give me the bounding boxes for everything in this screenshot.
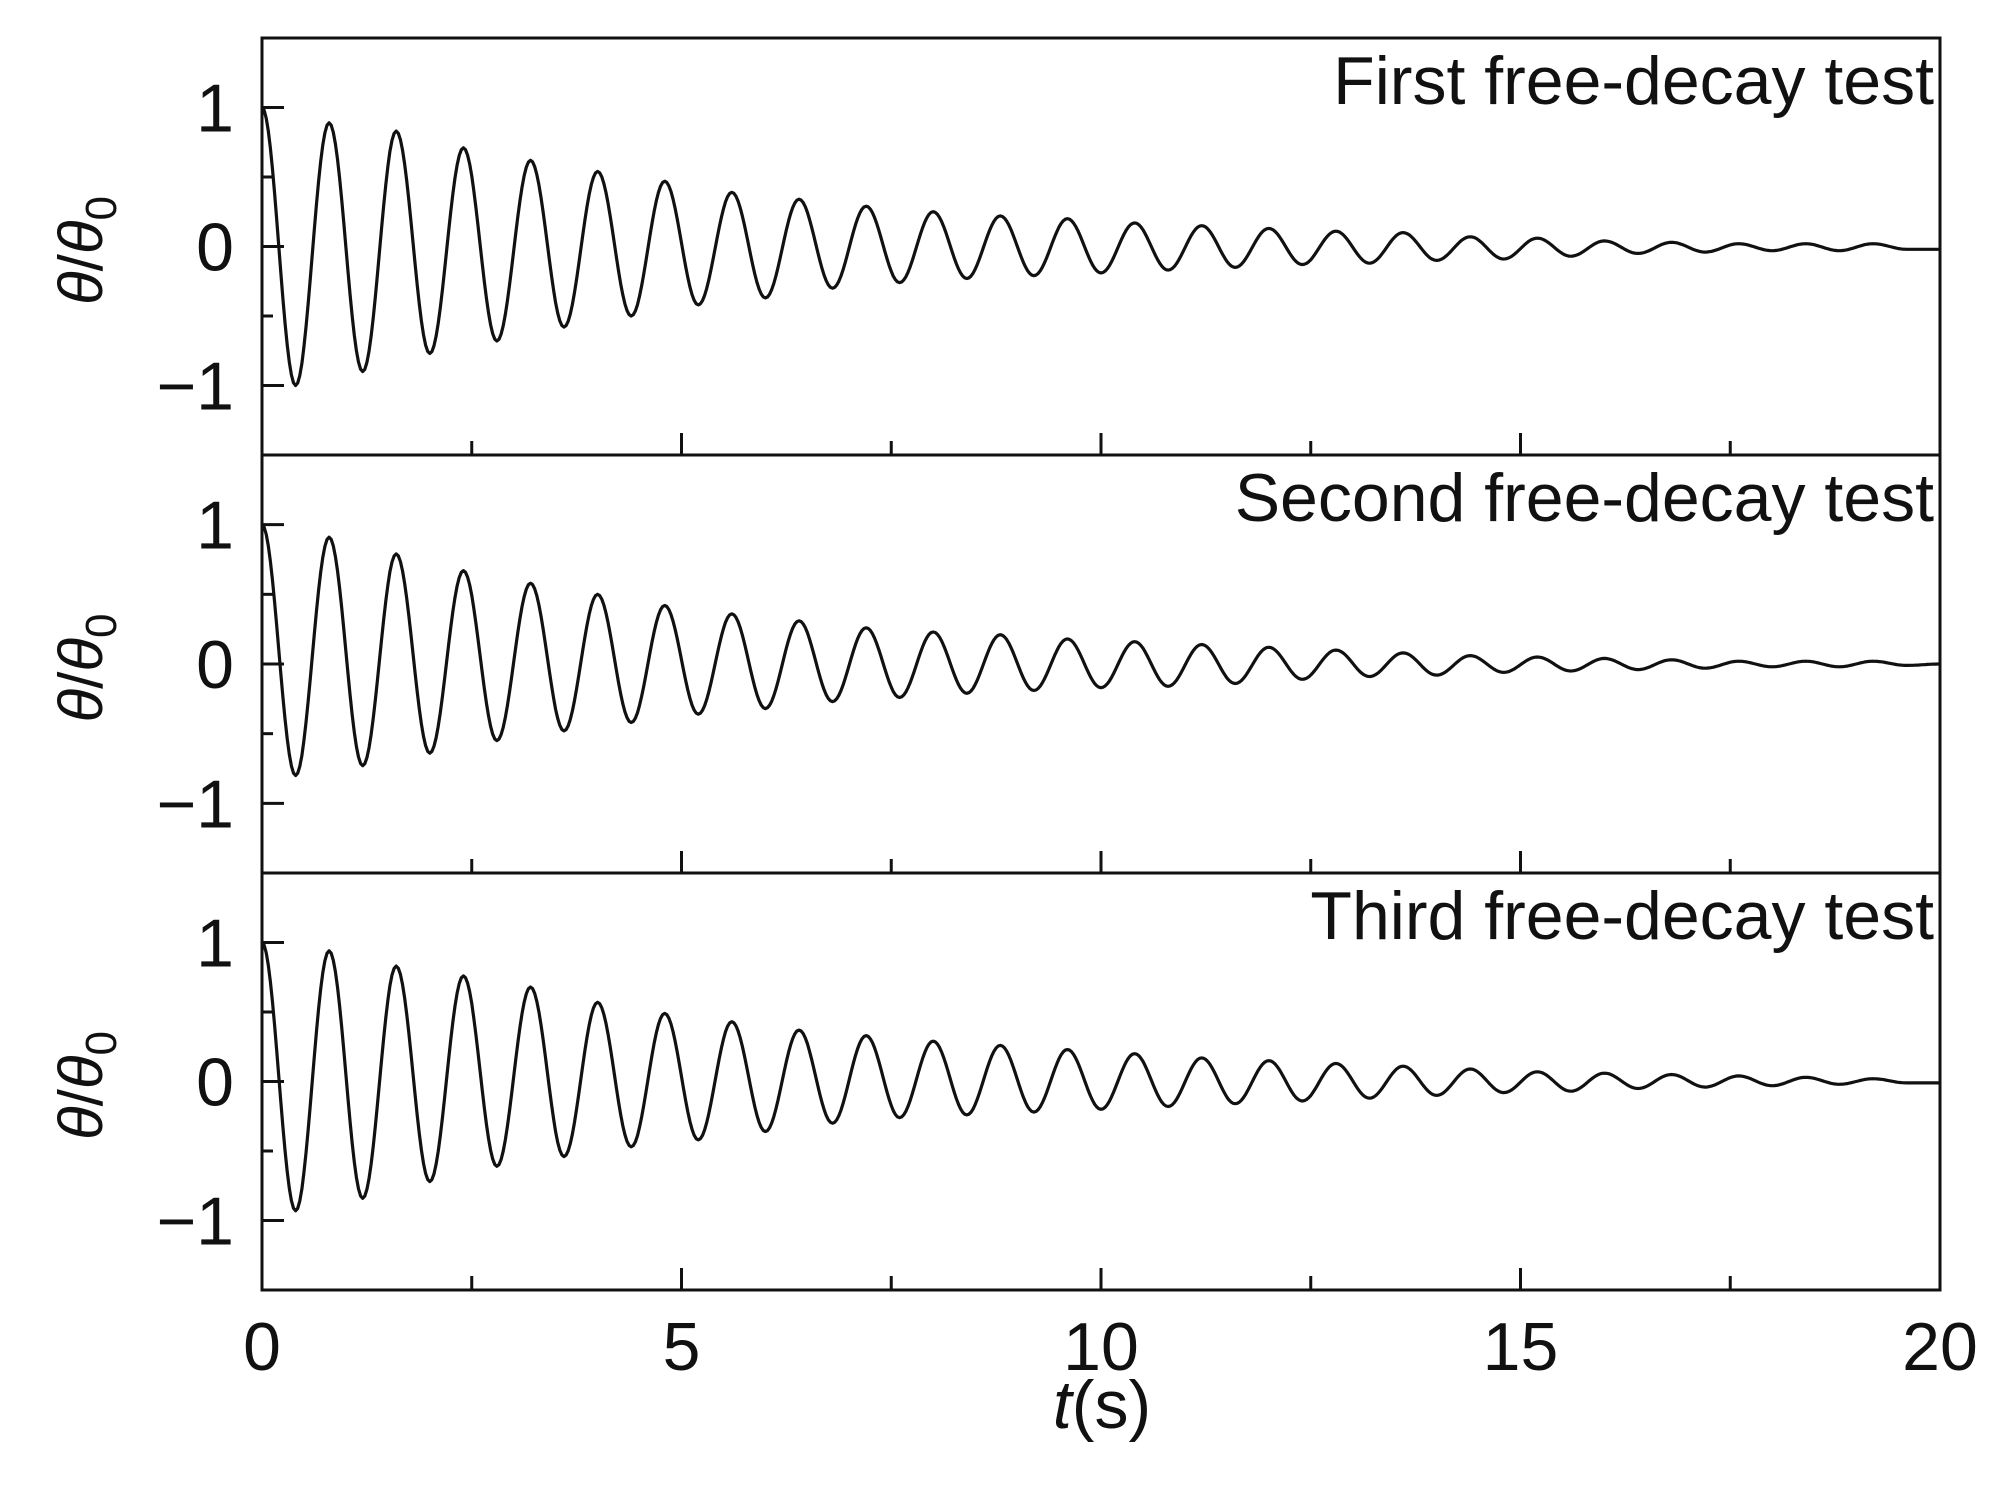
y-label-subscript: 0 xyxy=(77,196,126,220)
x-tick-label-4: 20 xyxy=(1902,1309,1978,1385)
y-label-theta: θ xyxy=(47,1106,116,1140)
y-label-slash: / xyxy=(47,1088,116,1106)
y-tick-label-3-2: 1 xyxy=(196,906,234,982)
y-tick-label-3-0: −1 xyxy=(156,1184,234,1260)
y-label-theta-zero: θ xyxy=(47,1055,116,1089)
y-tick-label-1-2: 1 xyxy=(196,71,234,147)
y-label-theta-zero: θ xyxy=(47,220,116,254)
panel-title-1: First free-decay test xyxy=(1333,43,1934,119)
y-axis-label-3: θ/θ0 xyxy=(47,1031,126,1140)
x-label-var: t xyxy=(1053,1367,1075,1443)
decay-curve-1 xyxy=(260,106,1940,388)
y-axis-label-2: θ/θ0 xyxy=(47,614,126,723)
y-label-slash: / xyxy=(47,253,116,271)
y-label-subscript: 0 xyxy=(77,1031,126,1055)
y-label-subscript: 0 xyxy=(77,614,126,638)
x-tick-label-3: 15 xyxy=(1483,1309,1559,1385)
y-tick-label-2-2: 1 xyxy=(196,488,234,564)
x-tick-label-0: 0 xyxy=(243,1309,281,1385)
y-tick-label-2-1: 0 xyxy=(196,627,234,703)
y-tick-label-2-0: −1 xyxy=(156,766,234,842)
x-tick-label-2: 10 xyxy=(1063,1309,1139,1385)
y-tick-label-1-0: −1 xyxy=(156,349,234,425)
panel-title-3: Third free-decay test xyxy=(1310,878,1934,954)
y-label-theta-zero: θ xyxy=(47,638,116,672)
y-tick-label-1-1: 0 xyxy=(196,210,234,286)
x-label-unit: (s) xyxy=(1072,1367,1151,1443)
y-axis-label-1: θ/θ0 xyxy=(47,196,126,305)
y-label-theta: θ xyxy=(47,271,116,305)
x-tick-label-1: 5 xyxy=(663,1309,701,1385)
decay-curve-3 xyxy=(260,941,1940,1213)
x-axis-label: t(s) xyxy=(1053,1367,1151,1443)
y-label-theta: θ xyxy=(47,689,116,723)
decay-curve-2 xyxy=(260,523,1940,778)
panel-title-2: Second free-decay test xyxy=(1235,460,1934,536)
y-tick-label-3-1: 0 xyxy=(196,1045,234,1121)
y-label-slash: / xyxy=(47,671,116,689)
